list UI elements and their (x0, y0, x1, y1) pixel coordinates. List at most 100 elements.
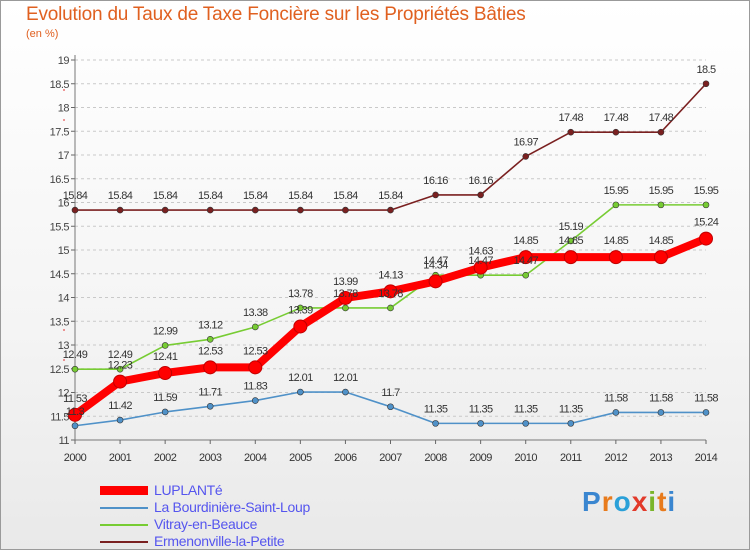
data-point (116, 365, 124, 373)
data-point (113, 374, 128, 389)
data-point (338, 290, 353, 305)
data-point (567, 237, 575, 245)
data-label: 14.47 (423, 255, 448, 267)
data-label: 11.7 (381, 387, 400, 399)
data-label: 12.53 (243, 345, 268, 357)
data-point (251, 397, 259, 404)
y-tick-label: 14 (58, 293, 70, 305)
data-label: 12.01 (333, 372, 358, 384)
y-tick-label: 12.5 (50, 364, 70, 376)
data-label: 15.19 (559, 221, 584, 233)
legend-label: LUPLANTé (154, 482, 223, 498)
data-point (297, 206, 304, 214)
data-label: 15.95 (694, 185, 719, 197)
chart-title: Evolution du Taux de Taxe Foncière sur l… (26, 4, 526, 25)
x-tick-label: 2013 (650, 452, 673, 464)
data-label: 15.84 (288, 190, 313, 202)
data-label: 14.47 (468, 255, 493, 267)
data-label: 12.01 (288, 372, 313, 384)
y-tick-label: 14.5 (50, 269, 70, 281)
data-point (657, 201, 665, 209)
x-tick-label: 2011 (560, 452, 582, 464)
data-point (702, 201, 710, 209)
data-point (657, 128, 665, 136)
data-label: 15.84 (243, 190, 268, 202)
brand-letter: i (648, 486, 658, 517)
data-point (71, 422, 79, 430)
x-tick-label: 2014 (695, 452, 718, 464)
data-point (473, 260, 488, 275)
x-tick-label: 2004 (244, 452, 267, 464)
legend-swatch (100, 507, 148, 509)
data-point (342, 388, 349, 396)
x-tick-label: 2002 (154, 452, 177, 464)
data-point (251, 323, 259, 331)
data-label: 15.84 (198, 190, 223, 202)
x-tick-label: 2008 (424, 452, 447, 464)
legend-swatch (100, 486, 148, 495)
data-label: 14.85 (513, 235, 538, 247)
brand-logo: Proxiti (582, 486, 676, 518)
data-point (432, 191, 439, 199)
data-label: 13.99 (333, 276, 358, 288)
data-label: 15.24 (694, 217, 719, 229)
data-point (342, 206, 349, 214)
brand-letter: t (657, 486, 668, 517)
data-point (251, 206, 259, 214)
data-point (428, 274, 443, 289)
data-point (71, 206, 79, 214)
y-tick-label: 11.5 (50, 411, 69, 423)
data-label: 14.85 (559, 235, 584, 247)
data-point (477, 191, 484, 199)
data-label: 14.34 (423, 259, 448, 271)
y-tick-label: 17 (58, 150, 70, 162)
data-point (653, 250, 668, 265)
y-tick-label: 15 (58, 245, 70, 257)
data-point (161, 408, 169, 416)
data-point (612, 409, 620, 416)
data-point (702, 409, 710, 416)
data-label: 13.78 (378, 288, 403, 300)
data-point (116, 416, 124, 424)
data-label: 15.84 (378, 190, 403, 202)
data-label: 15.95 (649, 185, 674, 197)
data-label: 13.38 (243, 307, 268, 319)
data-point (608, 250, 623, 265)
x-tick-label: 2012 (605, 452, 628, 464)
y-tick-label: 18.5 (50, 79, 70, 91)
x-tick-label: 2001 (109, 452, 132, 464)
data-label: 11.58 (604, 392, 628, 404)
data-point (161, 342, 169, 349)
data-label: 11.58 (694, 392, 718, 404)
brand-letter: P (582, 486, 602, 517)
data-label: 13.78 (288, 288, 313, 300)
y-tick-label: 13.5 (50, 316, 70, 328)
data-label: 13.39 (288, 304, 313, 316)
data-label: 16.97 (513, 136, 538, 148)
data-point (699, 231, 713, 246)
data-point (206, 206, 214, 214)
brand-letter: r (601, 486, 614, 517)
x-tick-label: 2006 (334, 452, 357, 464)
data-point (522, 420, 530, 427)
y-tick-label: 16.5 (50, 174, 70, 186)
data-point (477, 420, 484, 427)
legend-label: Vitray-en-Beauce (154, 516, 258, 532)
data-point (702, 80, 710, 88)
data-label: 11.59 (153, 392, 177, 404)
data-point (522, 271, 530, 279)
data-label: 12.41 (153, 351, 178, 363)
data-point (612, 201, 620, 209)
data-label: 11.53 (63, 393, 87, 405)
data-label: 11.58 (649, 392, 673, 404)
data-point (612, 128, 620, 136)
data-label: 11.71 (198, 386, 222, 398)
data-point (383, 284, 398, 299)
data-point (387, 304, 394, 312)
x-tick-label: 2010 (514, 452, 537, 464)
y-tick-label: 17.5 (50, 126, 70, 138)
series-1 (71, 388, 710, 430)
data-point (432, 420, 439, 427)
data-label: 14.47 (513, 255, 538, 267)
y-tick-label: 13 (58, 340, 70, 352)
